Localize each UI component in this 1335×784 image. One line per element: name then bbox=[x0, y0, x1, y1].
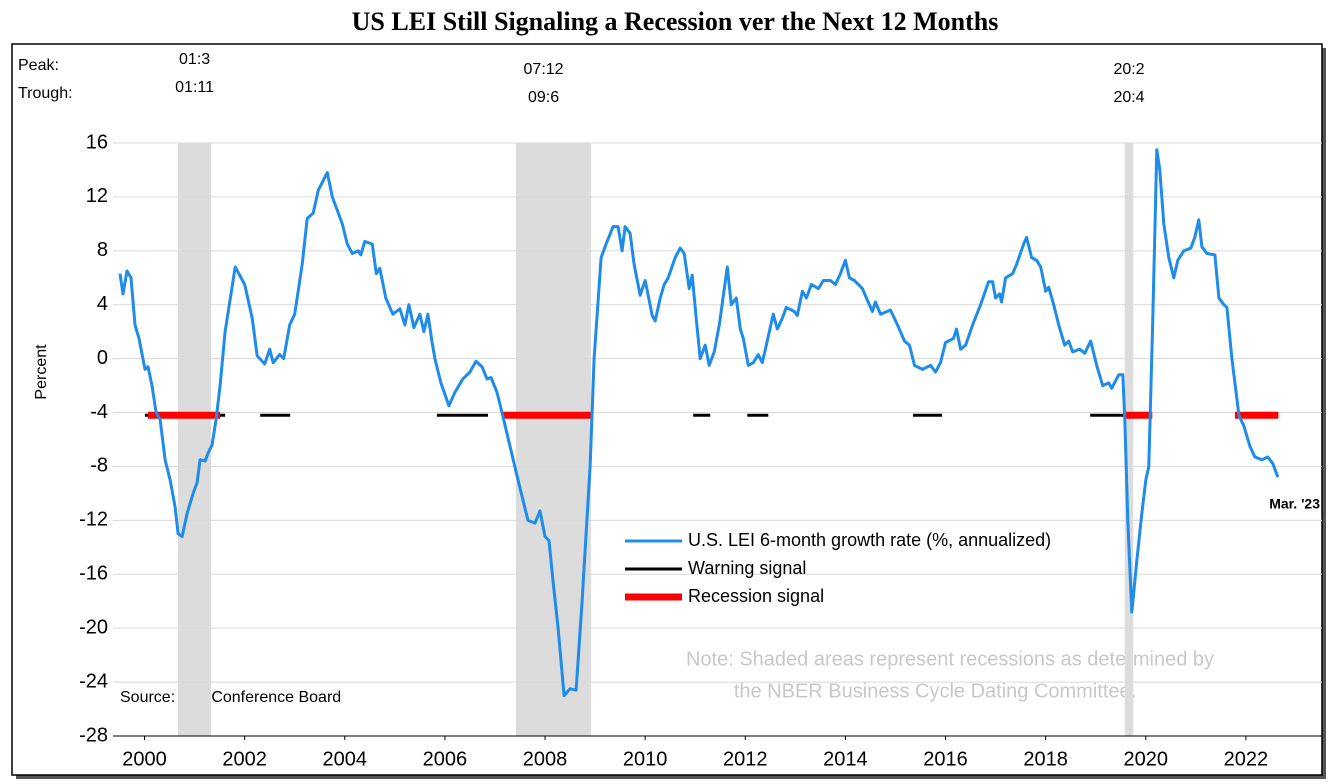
peak-label: Peak: bbox=[18, 57, 59, 74]
x-tick-label: 2014 bbox=[823, 748, 868, 770]
legend-label: U.S. LEI 6-month growth rate (%, annuali… bbox=[688, 530, 1051, 550]
x-tick-label: 2020 bbox=[1124, 748, 1169, 770]
note: the NBER Business Cycle Dating Committee… bbox=[734, 680, 1136, 702]
x-tick-label: 2012 bbox=[723, 748, 768, 770]
y-tick-label: 4 bbox=[97, 293, 108, 315]
x-tick-label: 2010 bbox=[623, 748, 668, 770]
peak-date: 01:3 bbox=[179, 51, 210, 68]
source: Source: The Conference Board bbox=[120, 689, 341, 706]
x-tick-label: 2004 bbox=[323, 748, 368, 770]
y-tick-label: 8 bbox=[97, 239, 108, 261]
frame bbox=[11, 43, 1323, 776]
y-tick-label: -8 bbox=[90, 455, 108, 477]
line bbox=[118, 148, 1280, 698]
end-label: Mar. '23 bbox=[1269, 496, 1320, 512]
y-tick-label: 16 bbox=[86, 131, 108, 153]
x-tick-label: 2008 bbox=[523, 748, 568, 770]
y-tick-label: -28 bbox=[79, 724, 108, 746]
peak-date: 07:12 bbox=[524, 61, 564, 78]
y-tick-label: -12 bbox=[79, 509, 108, 531]
y-tick-label: -4 bbox=[90, 401, 108, 423]
x-tick-label: 2018 bbox=[1023, 748, 1068, 770]
x-tick-label: 2006 bbox=[423, 748, 468, 770]
x-tick-label: 2022 bbox=[1224, 748, 1269, 770]
chart-title: US LEI Still Signaling a Recession ver t… bbox=[352, 7, 999, 36]
x-tick-label: 2002 bbox=[222, 748, 267, 770]
x-tick-label: 2000 bbox=[122, 748, 167, 770]
trough-date: 20:4 bbox=[1113, 89, 1144, 106]
peak-date: 20:2 bbox=[1113, 61, 1144, 78]
y-tick-label: -20 bbox=[79, 616, 108, 638]
trough-date: 01:11 bbox=[175, 79, 214, 96]
x-tick-label: 2016 bbox=[923, 748, 968, 770]
y-tick-label: -24 bbox=[79, 670, 108, 692]
y-tick-label: 12 bbox=[86, 185, 108, 207]
note: Note: Shaded areas represent recessions … bbox=[686, 648, 1214, 670]
trough-date: 09:6 bbox=[528, 89, 559, 106]
y-tick-label: 0 bbox=[97, 347, 108, 369]
y-tick-label: -16 bbox=[79, 563, 108, 585]
trough-label: Trough: bbox=[18, 85, 73, 102]
y-axis-label: Percent bbox=[33, 344, 50, 400]
legend-label: Warning signal bbox=[688, 558, 806, 578]
recession-band bbox=[178, 143, 212, 736]
recession-band bbox=[1124, 143, 1134, 736]
legend-label: Recession signal bbox=[688, 586, 824, 606]
